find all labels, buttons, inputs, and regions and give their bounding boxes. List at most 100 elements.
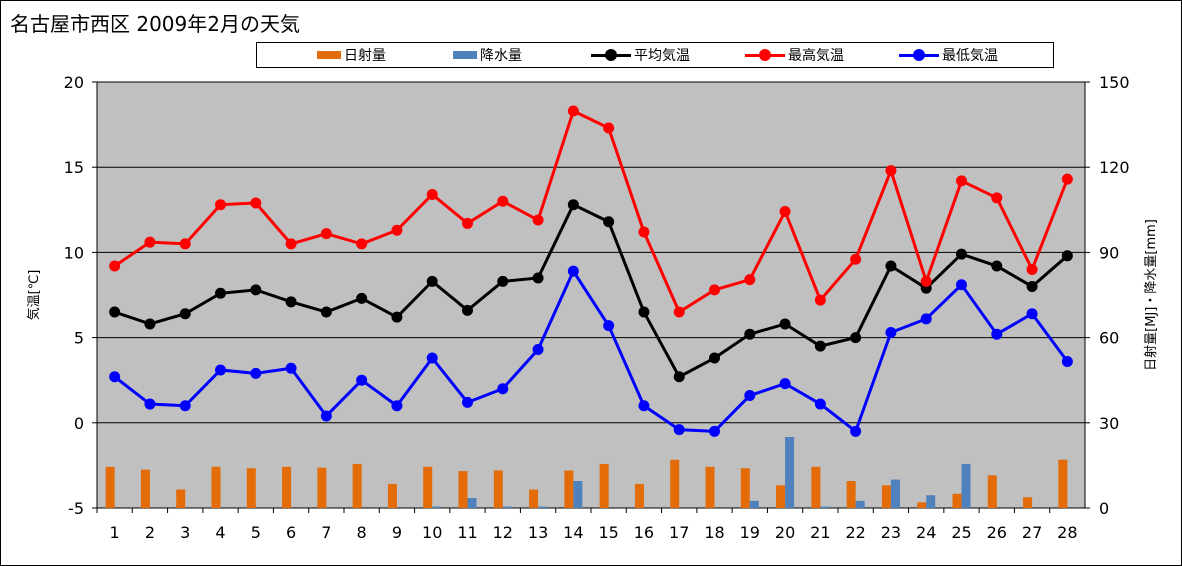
x-tick-label: 23 bbox=[881, 523, 901, 542]
legend-swatch-solar bbox=[317, 51, 341, 59]
legend-label-precipitation: 降水量 bbox=[480, 48, 522, 64]
x-tick-label: 11 bbox=[457, 523, 477, 542]
point-min-temp bbox=[638, 400, 650, 412]
bar-solar bbox=[529, 489, 539, 508]
point-min-temp bbox=[285, 362, 297, 374]
legend-swatch-max-temp bbox=[745, 48, 785, 62]
bar-solar bbox=[776, 485, 786, 508]
point-max-temp bbox=[814, 294, 826, 306]
point-min-temp bbox=[779, 378, 791, 390]
y-left-tick-label: 10 bbox=[64, 243, 84, 262]
x-tick-label: 15 bbox=[598, 523, 618, 542]
legend-label-solar: 日射量 bbox=[344, 48, 386, 64]
legend-swatch-precipitation bbox=[453, 51, 477, 59]
bar-precipitation bbox=[855, 500, 865, 508]
point-max-temp bbox=[532, 214, 544, 226]
x-tick-label: 28 bbox=[1057, 523, 1077, 542]
point-mean-temp bbox=[109, 306, 121, 318]
bar-solar bbox=[423, 466, 433, 508]
bar-precipitation bbox=[926, 495, 936, 508]
y-left-axis-label: 気温[℃] bbox=[26, 270, 42, 321]
bar-solar bbox=[917, 502, 927, 508]
bar-precipitation bbox=[538, 506, 548, 508]
point-max-temp bbox=[285, 238, 297, 250]
y-right-tick-label: 0 bbox=[1099, 499, 1109, 518]
x-tick-label: 19 bbox=[740, 523, 760, 542]
point-mean-temp bbox=[567, 199, 579, 211]
legend-swatch-min-temp bbox=[899, 48, 939, 62]
x-tick-label: 16 bbox=[634, 523, 654, 542]
bar-solar bbox=[140, 469, 150, 508]
point-min-temp bbox=[1026, 308, 1038, 320]
point-min-temp bbox=[462, 396, 473, 408]
x-tick-label: 27 bbox=[1022, 523, 1042, 542]
bar-solar bbox=[105, 466, 115, 508]
x-tick-label: 2 bbox=[145, 523, 155, 542]
point-min-temp bbox=[497, 383, 509, 395]
point-mean-temp bbox=[391, 311, 403, 323]
line-max-temp bbox=[113, 108, 1069, 315]
point-max-temp bbox=[567, 105, 579, 117]
point-max-temp bbox=[885, 165, 897, 177]
x-tick-label: 13 bbox=[528, 523, 548, 542]
x-tick-label: 3 bbox=[180, 523, 190, 542]
bar-solar bbox=[458, 471, 468, 508]
bar-precipitation bbox=[573, 481, 583, 508]
point-max-temp bbox=[144, 236, 156, 248]
point-mean-temp bbox=[603, 216, 615, 228]
point-min-temp bbox=[215, 364, 226, 376]
point-max-temp bbox=[179, 238, 191, 250]
point-max-temp bbox=[673, 306, 685, 318]
point-min-temp bbox=[144, 398, 156, 410]
bar-precipitation bbox=[890, 479, 900, 508]
bar-solar bbox=[246, 468, 256, 508]
point-max-temp bbox=[779, 206, 791, 218]
x-tick-label: 18 bbox=[704, 523, 724, 542]
line-min-temp bbox=[113, 268, 1069, 434]
point-mean-temp bbox=[144, 318, 156, 330]
y-left-tick-label: 15 bbox=[64, 158, 84, 177]
line-mean-temp bbox=[114, 202, 1069, 379]
point-mean-temp bbox=[497, 275, 509, 287]
y-right-tick-label: 150 bbox=[1099, 73, 1130, 92]
point-mean-temp bbox=[744, 328, 756, 340]
point-mean-temp bbox=[356, 292, 368, 304]
bar-precipitation bbox=[432, 506, 442, 508]
point-mean-temp bbox=[285, 296, 297, 308]
bar-solar bbox=[846, 481, 856, 508]
y-right-tick-label: 120 bbox=[1099, 158, 1130, 177]
bar-precipitation bbox=[961, 463, 971, 508]
point-max-temp bbox=[1026, 263, 1038, 275]
point-max-temp bbox=[991, 192, 1003, 204]
point-min-temp bbox=[567, 265, 579, 277]
point-max-temp bbox=[638, 226, 650, 238]
point-mean-temp bbox=[426, 275, 438, 287]
x-tick-label: 25 bbox=[951, 523, 971, 542]
point-mean-temp bbox=[638, 306, 650, 318]
point-min-temp bbox=[179, 400, 191, 412]
point-mean-temp bbox=[215, 287, 226, 299]
legend-item-mean-temp: 平均気温 bbox=[591, 43, 690, 67]
point-max-temp bbox=[391, 224, 403, 236]
point-mean-temp bbox=[462, 304, 473, 316]
y-right-tick-label: 30 bbox=[1099, 414, 1119, 433]
point-min-temp bbox=[250, 367, 262, 379]
point-max-temp bbox=[850, 253, 862, 265]
x-tick-label: 26 bbox=[987, 523, 1007, 542]
point-max-temp bbox=[497, 195, 509, 207]
bar-precipitation bbox=[820, 506, 830, 508]
point-max-temp bbox=[1061, 173, 1073, 185]
point-mean-temp bbox=[1026, 280, 1038, 292]
point-min-temp bbox=[532, 344, 544, 356]
point-mean-temp bbox=[779, 318, 791, 330]
point-max-temp bbox=[215, 199, 226, 211]
legend-item-precipitation: 降水量 bbox=[453, 43, 522, 67]
plot-area bbox=[97, 82, 1085, 508]
point-max-temp bbox=[956, 175, 967, 187]
x-tick-label: 5 bbox=[251, 523, 261, 542]
point-mean-temp bbox=[850, 332, 862, 344]
x-tick-label: 12 bbox=[493, 523, 513, 542]
bar-solar bbox=[952, 493, 962, 508]
x-tick-label: 6 bbox=[286, 523, 296, 542]
